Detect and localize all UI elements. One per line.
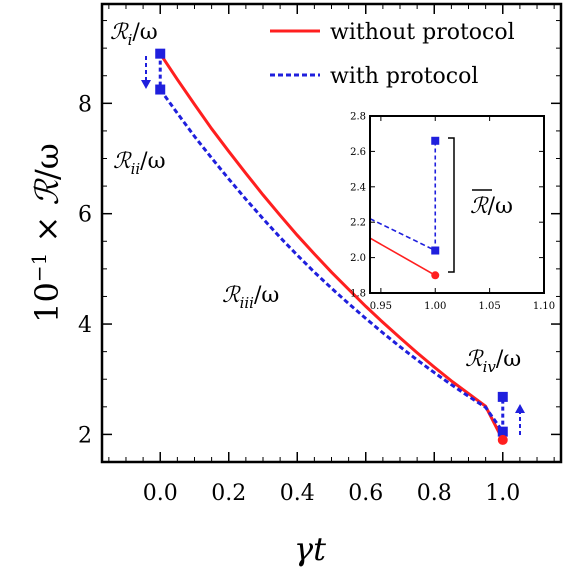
annotation-R-ii: ℛii/ω [113, 149, 166, 178]
legend-label-with-protocol: with protocol [330, 64, 478, 89]
inset-y-tick-label: 2.8 [350, 112, 366, 123]
legend: without protocol with protocol [270, 20, 515, 89]
inset-x-tick-label: 1.10 [533, 301, 555, 312]
inset-y-tick-label: 2.6 [350, 147, 366, 158]
y-axis-title: 10−1 × ℛ/ω [27, 143, 66, 323]
inset-y-tick-label: 1.8 [350, 289, 366, 300]
inset-plot-background [370, 116, 544, 293]
inset-plot-frame [369, 115, 545, 294]
annotation-R-i: ℛi/ω [110, 20, 158, 49]
inset-series-without-protocol-line [369, 237, 436, 276]
series-without-protocol-line [158, 52, 505, 441]
inset-series-with-protocol-line [369, 217, 436, 252]
marker-with-protocol [497, 426, 508, 437]
y-tick-label: 4 [78, 313, 92, 338]
marker-with-protocol [155, 48, 166, 59]
main-ticks [102, 4, 561, 462]
inset-tick-labels: 0.95 1.00 1.05 1.10 1.8 2.0 2.2 2.4 2.6 2.8 [350, 112, 555, 313]
inset-y-tick-label: 2.0 [350, 253, 366, 264]
inset-label: ℛ/ω [470, 194, 513, 219]
marker-with-protocol [155, 84, 166, 95]
annotation-R-iv: ℛiv/ω [465, 347, 521, 376]
down-arrow-icon [141, 56, 151, 89]
inset-marker-with-protocol [431, 136, 440, 145]
inset-y-tick-label: 2.4 [350, 182, 366, 193]
series-with-protocol-line [158, 88, 505, 433]
annotation-R-iii: ℛiii/ω [222, 283, 279, 312]
inset-y-tick-label: 2.2 [350, 218, 366, 229]
x-axis-title: γt [294, 530, 326, 568]
x-tick-label: 1.0 [485, 481, 520, 506]
x-tick-label: 0.8 [417, 481, 452, 506]
x-tick-label: 0.0 [143, 481, 178, 506]
marker-without-protocol [497, 434, 508, 445]
marker-with-protocol [497, 391, 508, 402]
x-tick-label: 0.4 [280, 481, 315, 506]
inset-x-tick-label: 1.00 [424, 301, 446, 312]
inset-x-tick-label: 0.95 [370, 301, 392, 312]
y-tick-label: 2 [78, 423, 92, 448]
y-tick-label: 8 [78, 92, 92, 117]
main-protocol-jumps [158, 53, 505, 432]
inset-marker-without-protocol [431, 271, 440, 280]
main-tick-labels: 0.0 0.2 0.4 0.6 0.8 1.0 2 4 6 8 [78, 92, 520, 506]
x-tick-label: 0.6 [348, 481, 383, 506]
main-markers [155, 48, 508, 445]
legend-label-without-protocol: without protocol [330, 20, 515, 45]
up-arrow-icon [515, 404, 525, 435]
x-tick-label: 0.2 [211, 481, 246, 506]
y-tick-label: 6 [78, 203, 92, 228]
inset-bracket [448, 137, 455, 273]
inset-x-tick-label: 1.05 [478, 301, 500, 312]
inset-markers [431, 136, 440, 280]
inset-marker-with-protocol [431, 246, 440, 255]
